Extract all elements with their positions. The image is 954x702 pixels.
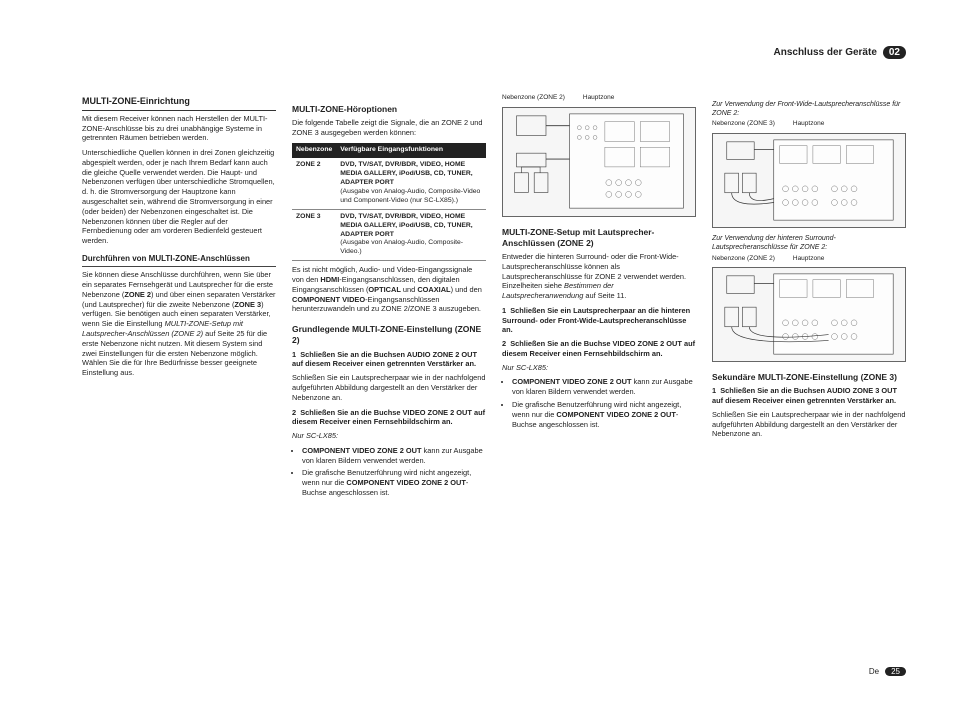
fig-label-mainzone: Hauptzone xyxy=(793,255,824,264)
table-row: ZONE 3 DVD, TV/SAT, DVR/BDR, VIDEO, HOME… xyxy=(292,209,486,261)
step-1-z3-body: Schließen Sie ein Lautsprecherpaar wie i… xyxy=(712,410,906,439)
step-1: 1 Schließen Sie an die Buchsen AUDIO ZON… xyxy=(292,350,486,370)
p-connections: Sie können diese Anschlüsse durchführen,… xyxy=(82,270,276,377)
step-1-sp: 1 Schließen Sie ein Lautsprecherpaar an … xyxy=(502,306,696,335)
wiring-diagram-3 xyxy=(712,267,906,362)
content-columns: MULTI-ZONE-Einrichtung Mit diesem Receiv… xyxy=(82,94,906,502)
step-2-sp: 2 Schließen Sie an die Buchse VIDEO ZONE… xyxy=(502,339,696,359)
fig-label-subzone: Nebenzone (ZONE 2) xyxy=(712,255,775,264)
caption-surround: Zur Verwendung der hinteren Surround-Lau… xyxy=(712,234,906,252)
p-intro-2: Unterschiedliche Quellen können in drei … xyxy=(82,148,276,246)
fig-label-mainzone: Hauptzone xyxy=(793,120,824,129)
column-1: MULTI-ZONE-Einrichtung Mit diesem Receiv… xyxy=(82,94,276,502)
table-header-row: Nebenzone Verfügbare Eingangsfunktionen xyxy=(292,143,486,158)
td-zone2-inputs: DVD, TV/SAT, DVR/BDR, VIDEO, HOME MEDIA … xyxy=(336,158,486,209)
step-2: 2 Schließen Sie an die Buchse VIDEO ZONE… xyxy=(292,408,486,428)
h-listen-options: MULTI-ZONE-Höroptionen xyxy=(292,104,486,115)
p-not-possible: Es ist nicht möglich, Audio- und Video-E… xyxy=(292,265,486,314)
list-item: Die grafische Benutzerführung wird nicht… xyxy=(302,468,486,497)
h-connections: Durchführen von MULTI-ZONE-Anschlüssen xyxy=(82,254,276,268)
page-number: 25 xyxy=(885,667,906,676)
h-multizone-setup: MULTI-ZONE-Einrichtung xyxy=(82,96,276,111)
step-2-list: COMPONENT VIDEO ZONE 2 OUT kann zur Ausg… xyxy=(302,446,486,498)
wiring-diagram-2 xyxy=(712,133,906,228)
step-1-body: Schließen Sie ein Lautsprecherpaar wie i… xyxy=(292,373,486,402)
step-2-sp-note: Nur SC-LX85: xyxy=(502,363,696,373)
column-4: Zur Verwendung der Front-Wide-Lautsprech… xyxy=(712,94,906,502)
column-3: Nebenzone (ZONE 2) Hauptzone xyxy=(502,94,696,502)
step-1-z3: 1 Schließen Sie an die Buchsen AUDIO ZON… xyxy=(712,386,906,406)
td-zone3: ZONE 3 xyxy=(292,209,336,261)
chapter-title: Anschluss der Geräte xyxy=(774,47,877,58)
th-inputs: Verfügbare Eingangsfunktionen xyxy=(336,143,486,158)
fig-label-subzone: Nebenzone (ZONE 3) xyxy=(712,120,775,129)
zone-table: Nebenzone Verfügbare Eingangsfunktionen … xyxy=(292,143,486,262)
p-speaker-intro: Entweder die hinteren Surround- oder die… xyxy=(502,252,696,301)
wiring-diagram-1 xyxy=(502,107,696,217)
h-basic-zone2: Grundlegende MULTI-ZONE-Einstellung (ZON… xyxy=(292,324,486,346)
th-zone: Nebenzone xyxy=(292,143,336,158)
list-item: COMPONENT VIDEO ZONE 2 OUT kann zur Ausg… xyxy=(512,377,696,397)
page-footer: De 25 xyxy=(869,667,906,676)
p-intro-1: Mit diesem Receiver können nach Herstell… xyxy=(82,114,276,143)
fig-label-mainzone: Hauptzone xyxy=(583,94,614,103)
p-table-intro: Die folgende Tabelle zeigt die Signale, … xyxy=(292,118,486,138)
caption-frontwide: Zur Verwendung der Front-Wide-Lautsprech… xyxy=(712,100,906,118)
h-secondary-zone3: Sekundäre MULTI-ZONE-Einstellung (ZONE 3… xyxy=(712,372,906,383)
page-lang: De xyxy=(869,667,879,676)
column-2: MULTI-ZONE-Höroptionen Die folgende Tabe… xyxy=(292,94,486,502)
list-item: COMPONENT VIDEO ZONE 2 OUT kann zur Ausg… xyxy=(302,446,486,466)
step-2-note: Nur SC-LX85: xyxy=(292,431,486,441)
td-zone2: ZONE 2 xyxy=(292,158,336,209)
fig-label-subzone: Nebenzone (ZONE 2) xyxy=(502,94,565,103)
h-speaker-zone2: MULTI-ZONE-Setup mit Lautsprecher-Anschl… xyxy=(502,227,696,249)
manual-page: Anschluss der Geräte 02 Deutsch MULTI-ZO… xyxy=(0,0,954,702)
step-2-sp-list: COMPONENT VIDEO ZONE 2 OUT kann zur Ausg… xyxy=(512,377,696,429)
chapter-number-badge: 02 xyxy=(883,46,906,59)
list-item: Die grafische Benutzerführung wird nicht… xyxy=(512,400,696,429)
chapter-header: Anschluss der Geräte 02 xyxy=(774,46,907,59)
table-row: ZONE 2 DVD, TV/SAT, DVR/BDR, VIDEO, HOME… xyxy=(292,158,486,209)
td-zone3-inputs: DVD, TV/SAT, DVR/BDR, VIDEO, HOME MEDIA … xyxy=(336,209,486,261)
